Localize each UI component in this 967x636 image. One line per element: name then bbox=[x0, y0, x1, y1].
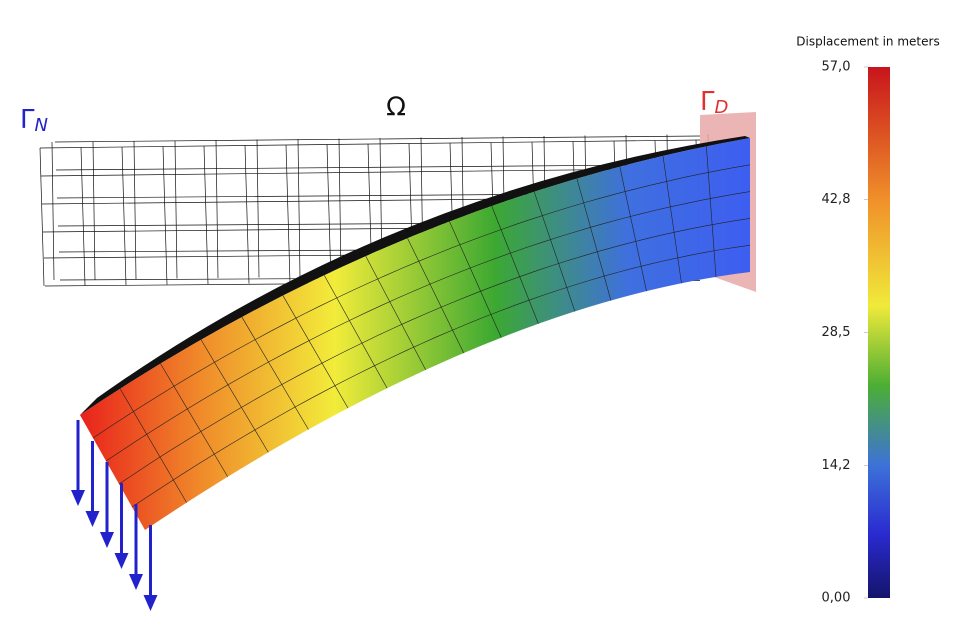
mesh-line bbox=[241, 316, 309, 430]
load-arrow-head bbox=[143, 595, 158, 611]
mesh-line bbox=[51, 141, 55, 281]
mesh-line bbox=[706, 146, 717, 277]
neumann-label: ΓN bbox=[20, 105, 48, 137]
domain-label: Ω bbox=[386, 93, 406, 123]
load-arrow-head bbox=[100, 532, 114, 548]
mesh-line bbox=[162, 146, 168, 285]
mesh-line bbox=[576, 178, 612, 301]
load-arrow-head bbox=[85, 511, 100, 527]
mesh-line bbox=[92, 141, 96, 280]
mesh-line bbox=[285, 144, 291, 284]
mesh-line bbox=[133, 140, 137, 280]
colorbar-tick-label: 42,8 bbox=[822, 192, 851, 207]
mesh-line bbox=[449, 221, 502, 338]
colorbar-tick-label: 57,0 bbox=[822, 60, 851, 75]
mesh-line bbox=[297, 138, 301, 278]
deformed-beam bbox=[80, 138, 750, 530]
colorbar bbox=[868, 67, 890, 598]
mesh-line bbox=[203, 145, 209, 285]
load-arrow-head bbox=[114, 553, 129, 569]
dirichlet-label: ΓD bbox=[700, 87, 728, 119]
mesh-line bbox=[215, 139, 219, 279]
mesh-line bbox=[119, 388, 187, 503]
mesh-line bbox=[121, 146, 127, 286]
mesh-line bbox=[662, 155, 682, 284]
mesh-line bbox=[282, 295, 349, 409]
mesh-line bbox=[326, 144, 332, 283]
neumann-loads bbox=[71, 420, 158, 611]
colorbar-tick-label: 28,5 bbox=[822, 325, 851, 340]
mesh-line bbox=[533, 191, 576, 312]
mesh-line bbox=[160, 363, 228, 477]
deformed-mesh bbox=[92, 146, 751, 508]
load-arrow-head bbox=[71, 490, 85, 506]
mesh-line bbox=[407, 238, 465, 354]
mesh-line bbox=[256, 139, 260, 278]
mesh-line bbox=[54, 135, 701, 143]
colorbar-tick-label: 0,00 bbox=[822, 591, 851, 606]
mesh-line bbox=[491, 205, 539, 324]
mesh-line bbox=[39, 139, 701, 149]
mesh-line bbox=[244, 145, 250, 284]
mesh-line bbox=[338, 138, 342, 277]
mesh-line bbox=[200, 339, 269, 453]
mesh-line bbox=[365, 256, 426, 371]
mesh-line bbox=[80, 147, 86, 286]
colorbar-title: Displacement in meters bbox=[796, 35, 939, 49]
load-arrow-head bbox=[129, 574, 143, 590]
mesh-line bbox=[323, 275, 388, 389]
mesh-line bbox=[174, 140, 178, 279]
mesh-line bbox=[39, 147, 45, 287]
mesh-line bbox=[619, 166, 647, 292]
colorbar-tick-label: 14,2 bbox=[822, 458, 851, 473]
